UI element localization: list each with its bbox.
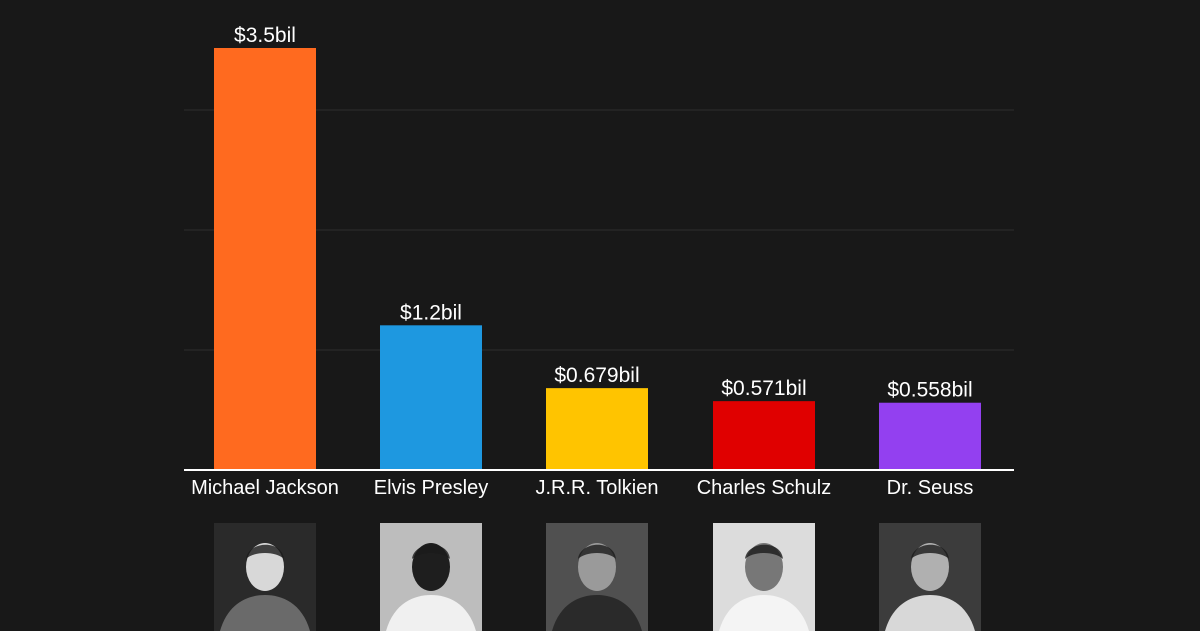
- bar-charles-schulz: [713, 401, 815, 470]
- category-label-michael-jackson: Michael Jackson: [191, 477, 339, 499]
- value-label-elvis-presley: $1.2bil: [400, 301, 462, 324]
- category-label-dr-seuss: Dr. Seuss: [887, 477, 974, 499]
- bar-michael-jackson: [214, 48, 316, 470]
- value-label-dr-seuss: $0.558bil: [887, 379, 972, 402]
- portrait-photo-michael-jackson: [214, 523, 316, 631]
- value-label-charles-schulz: $0.571bil: [721, 377, 806, 400]
- category-label-charles-schulz: Charles Schulz: [697, 477, 832, 499]
- value-labels: $3.5bil $1.2bil $0.679bil $0.571bil $0.558bi…: [234, 24, 973, 402]
- category-labels: Michael Jackson Elvis Presley J.R.R. Tolki…: [191, 477, 973, 499]
- bar-dr-seuss: [879, 402, 981, 470]
- portrait-photo-jrr-tolkien: [546, 523, 648, 631]
- portrait-photo-elvis-presley: [380, 523, 482, 631]
- gridlines: [184, 109, 1014, 351]
- category-label-elvis-presley: Elvis Presley: [374, 477, 488, 499]
- bar-elvis-presley: [380, 325, 482, 470]
- portrait-photo-charles-schulz: [713, 523, 815, 631]
- bars: [214, 48, 981, 470]
- category-label-j-r-r-tolkien: J.R.R. Tolkien: [535, 477, 658, 499]
- value-label-j-r-r-tolkien: $0.679bil: [554, 364, 639, 387]
- value-label-michael-jackson: $3.5bil: [234, 24, 296, 47]
- portrait-photo-dr-seuss: [879, 523, 981, 631]
- bar-j-r-r-tolkien: [546, 388, 648, 470]
